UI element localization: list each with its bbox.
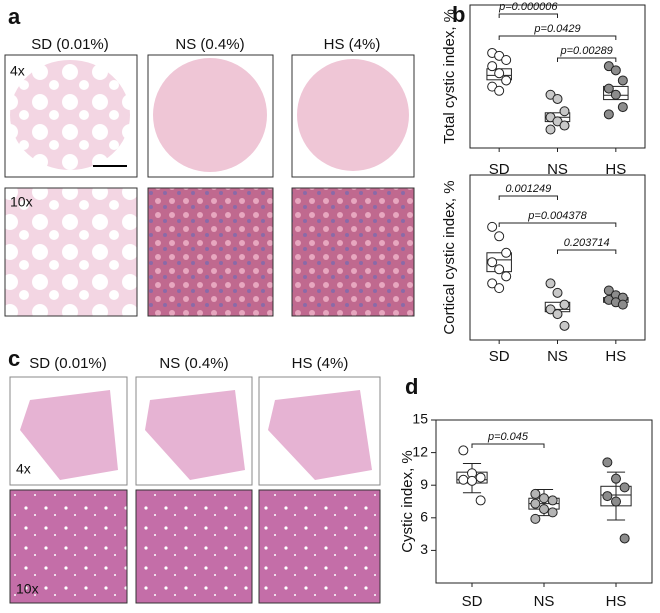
data-point (539, 493, 549, 504)
panel-letter: a (8, 4, 21, 29)
data-point (501, 75, 512, 86)
data-point (530, 488, 541, 499)
data-point (603, 109, 614, 120)
p-value: p=0.0429 (533, 23, 580, 35)
data-point (559, 320, 570, 331)
panel-images (4, 54, 415, 604)
data-point (494, 283, 505, 294)
y-axis-title: Total cystic index, % (441, 9, 458, 144)
x-tick-label: SD (489, 161, 510, 178)
significance-bracket (498, 13, 558, 18)
data-point (494, 231, 505, 242)
data-point (610, 89, 621, 100)
magnification: 10x (16, 581, 39, 597)
data-point (617, 299, 628, 310)
significance-bracket (557, 57, 617, 62)
x-tick-label: NS (547, 161, 568, 178)
data-point (530, 498, 541, 509)
p-value: 0.001249 (505, 183, 551, 195)
data-point (501, 271, 512, 282)
data-point (610, 65, 621, 76)
data-point (547, 495, 558, 506)
p-value: p=0.004378 (527, 210, 587, 222)
column-title: HS (4%) (324, 36, 381, 53)
magnification: 10x (10, 194, 33, 210)
p-value: p=0.045 (487, 431, 529, 443)
data-point (611, 473, 621, 484)
data-point (545, 304, 556, 315)
significance-bracket (557, 249, 617, 254)
data-point (475, 495, 486, 506)
data-point (547, 507, 558, 518)
x-tick-label: NS (534, 593, 555, 610)
y-tick-label: 12 (412, 443, 428, 459)
data-point (487, 61, 498, 72)
data-point (617, 102, 628, 113)
data-point (487, 257, 498, 268)
data-point (552, 309, 563, 320)
significance-bracket (498, 195, 558, 200)
significance-bracket (471, 443, 545, 448)
y-axis-title: Cystic index, % (399, 450, 416, 553)
data-point (619, 533, 630, 544)
x-tick-label: SD (489, 348, 510, 365)
x-tick-label: HS (606, 593, 627, 610)
p-value: p=0.00289 (560, 45, 613, 57)
data-point (545, 124, 556, 135)
x-tick-label: NS (547, 348, 568, 365)
magnification: 4x (10, 63, 25, 79)
y-tick-label: 15 (412, 411, 428, 427)
data-point (602, 491, 613, 502)
data-point (458, 445, 469, 456)
data-point (494, 85, 505, 96)
data-point (494, 68, 505, 79)
data-point (501, 55, 512, 65)
data-point (552, 93, 563, 104)
column-title: NS (0.4%) (159, 355, 228, 372)
significance-bracket (498, 35, 617, 40)
panel-letter: d (405, 374, 418, 399)
data-point (559, 106, 570, 117)
y-tick-label: 9 (420, 476, 428, 492)
y-axis-title: Cortical cystic index, % (441, 180, 458, 334)
data-point (475, 472, 486, 483)
data-point (487, 221, 498, 232)
x-tick-label: HS (605, 161, 626, 178)
column-title: SD (0.01%) (29, 355, 107, 372)
data-point (552, 287, 563, 298)
y-tick-label: 6 (420, 509, 428, 525)
data-point (602, 457, 613, 468)
p-value: 0.203714 (564, 237, 610, 249)
magnification: 4x (16, 461, 31, 477)
data-point (501, 247, 512, 258)
data-point (458, 474, 469, 485)
data-point (545, 278, 556, 289)
y-tick-label: 3 (420, 541, 428, 557)
column-title: NS (0.4%) (175, 36, 244, 53)
significance-bracket (498, 222, 617, 227)
data-point (467, 475, 477, 486)
column-title: SD (0.01%) (31, 36, 109, 53)
data-point (487, 278, 498, 289)
data-point (494, 264, 505, 275)
column-title: HS (4%) (292, 355, 349, 372)
data-point (617, 75, 628, 86)
data-point (559, 120, 570, 131)
data-point (559, 299, 570, 310)
data-point (603, 83, 614, 94)
x-tick-label: SD (462, 593, 483, 610)
panel-letter: c (8, 346, 20, 371)
p-value: p=0.000006 (498, 1, 558, 13)
data-point (619, 482, 630, 493)
x-tick-label: HS (605, 348, 626, 365)
panel-letter: b (452, 2, 465, 27)
data-point (539, 504, 549, 515)
data-point (530, 513, 541, 524)
data-point (611, 496, 621, 507)
